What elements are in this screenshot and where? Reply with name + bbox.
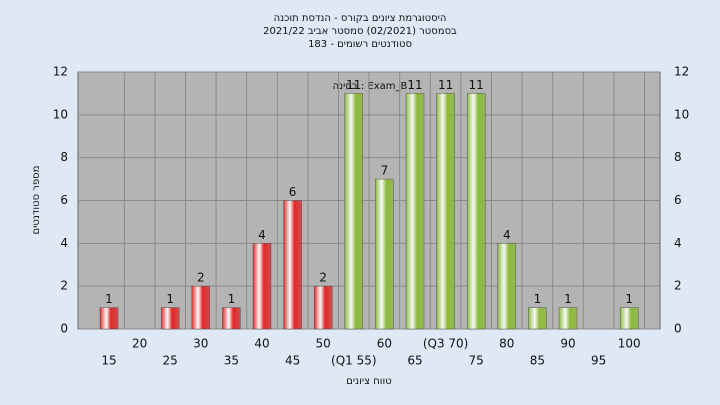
bar [344, 93, 364, 330]
value-label: 4 [503, 228, 511, 242]
x-tick-label: 75 [469, 354, 484, 368]
y2-tick-label: 8 [674, 150, 682, 164]
bar [375, 178, 394, 330]
x-tick-label: 100 [618, 337, 641, 351]
bar [405, 93, 425, 330]
title-line: סטודנטים רשומים - 183 [308, 39, 412, 50]
y-tick-label: 2 [60, 279, 68, 293]
x-axis-label: טווח ציונים [346, 376, 391, 387]
title-line: בסמסטר (02/2021) סמסטר אביב 2021/22 [263, 26, 457, 37]
value-label: 11 [469, 78, 484, 92]
x-tick-label: 80 [499, 337, 514, 351]
bar [558, 307, 578, 330]
y2-tick-label: 10 [674, 107, 689, 121]
value-label: 11 [346, 78, 361, 92]
bar [252, 243, 272, 330]
bar [497, 243, 517, 330]
y2-tick-label: 4 [674, 236, 682, 250]
x-tick-label: 15 [101, 354, 116, 368]
value-label: 11 [438, 78, 453, 92]
bar [436, 93, 455, 330]
value-label: 1 [228, 292, 236, 306]
value-label: 1 [166, 292, 174, 306]
value-label: 7 [381, 164, 389, 178]
x-tick-label: 20 [132, 337, 147, 351]
bar [191, 285, 211, 330]
bar [313, 285, 333, 330]
value-label: 6 [289, 185, 297, 199]
x-tick-label: 50 [316, 337, 331, 351]
y2-tick-label: 6 [674, 193, 682, 207]
y-axis-label: מספר סטודנטים [31, 166, 42, 235]
bar [528, 307, 547, 330]
value-label: 1 [564, 292, 572, 306]
y-tick-label: 10 [53, 107, 68, 121]
x-tick-label: 35 [224, 354, 239, 368]
value-label: 4 [258, 228, 266, 242]
x-tick-label: 45 [285, 354, 300, 368]
value-label: 2 [319, 271, 327, 285]
y2-tick-label: 12 [674, 65, 689, 79]
x-tick-label: 25 [163, 354, 178, 368]
x-tick-label: (Q3 70) [423, 337, 469, 351]
y-tick-label: 8 [60, 150, 68, 164]
bar [466, 93, 486, 330]
bar [283, 200, 302, 330]
y-tick-label: 4 [60, 236, 68, 250]
y-tick-label: 6 [60, 193, 68, 207]
x-tick-label: (Q1 55) [331, 354, 377, 368]
x-tick-label: 65 [407, 354, 422, 368]
value-label: 2 [197, 271, 205, 285]
value-label: 1 [534, 292, 542, 306]
value-label: 1 [105, 292, 113, 306]
value-label: 1 [625, 292, 633, 306]
y-tick-label: 0 [60, 322, 68, 336]
x-tick-label: 95 [591, 354, 606, 368]
value-label: 11 [407, 78, 422, 92]
bar [99, 307, 119, 330]
bar [160, 307, 180, 330]
y2-tick-label: 2 [674, 279, 682, 293]
title-line: היסטוגרמת ציונים בקורס - הנדסת תוכנה [274, 13, 447, 24]
bar [222, 307, 241, 330]
x-tick-label: 90 [560, 337, 575, 351]
x-tick-label: 40 [254, 337, 269, 351]
annotation: בחינה : Exam_B [333, 81, 408, 92]
bar [619, 307, 639, 330]
x-tick-label: 30 [193, 337, 208, 351]
y-tick-label: 12 [53, 65, 68, 79]
x-tick-label: 60 [377, 337, 392, 351]
x-tick-label: 85 [530, 354, 545, 368]
y2-tick-label: 0 [674, 322, 682, 336]
